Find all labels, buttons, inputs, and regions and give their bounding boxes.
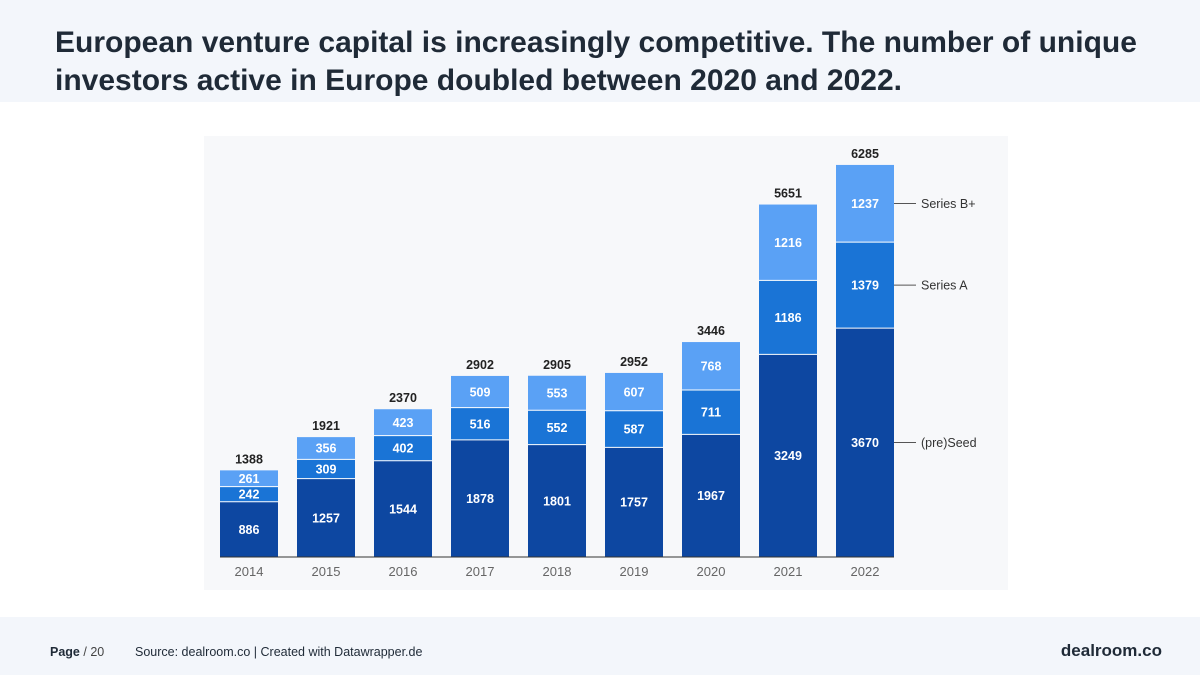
bar-series-b-2021 [759, 204, 817, 281]
total-label-2019: 2952 [620, 355, 648, 369]
value-label-series-b-2015: 356 [316, 442, 337, 456]
x-tick-label-2015: 2015 [312, 564, 341, 579]
bar-pre-seed-2022 [836, 328, 894, 557]
bar-pre-seed-2017 [451, 439, 509, 557]
bar-series-a-2014 [220, 486, 278, 502]
bar-pre-seed-2020 [682, 434, 740, 557]
legend-label-series-b: Series B+ [921, 197, 976, 211]
total-label-2015: 1921 [312, 419, 340, 433]
page-title: European venture capital is increasingly… [55, 26, 1137, 97]
header-band [0, 0, 1200, 102]
value-label-pre-seed-2016: 1544 [389, 502, 417, 516]
x-tick-label-2021: 2021 [774, 564, 803, 579]
bar-series-a-2016 [374, 435, 432, 461]
legend-label-series-a: Series A [921, 279, 968, 293]
total-label-2014: 1388 [235, 452, 263, 466]
value-label-series-b-2018: 553 [547, 386, 568, 400]
bar-series-b-2019 [605, 372, 663, 411]
bar-pre-seed-2018 [528, 444, 586, 557]
x-tick-label-2019: 2019 [620, 564, 649, 579]
value-label-pre-seed-2019: 1757 [620, 496, 648, 510]
value-label-series-a-2018: 552 [547, 421, 568, 435]
value-label-series-b-2016: 423 [393, 416, 414, 430]
bar-series-b-2022 [836, 164, 894, 243]
stacked-bar-chart: 886 242 261 1388 2014 1257 309 356 1921 2015 1544 4… [220, 147, 977, 579]
bar-series-a-2018 [528, 410, 586, 445]
value-label-series-b-2020: 768 [701, 360, 722, 374]
total-label-2017: 2902 [466, 358, 494, 372]
value-label-series-a-2021: 1186 [774, 311, 801, 325]
value-label-series-b-2019: 607 [624, 385, 645, 399]
value-label-series-b-2014: 261 [239, 472, 260, 486]
page-label: Page [50, 645, 80, 659]
value-label-series-b-2021: 1216 [774, 236, 802, 250]
x-tick-label-2018: 2018 [543, 564, 572, 579]
value-label-pre-seed-2020: 1967 [697, 489, 725, 503]
bar-series-a-2021 [759, 280, 817, 355]
x-tick-label-2014: 2014 [235, 564, 264, 579]
bar-pre-seed-2021 [759, 354, 817, 557]
total-label-2020: 3446 [697, 324, 725, 338]
bar-series-a-2019 [605, 410, 663, 448]
bar-series-a-2017 [451, 407, 509, 440]
x-tick-label-2016: 2016 [389, 564, 418, 579]
value-label-series-a-2014: 242 [239, 488, 260, 502]
value-label-series-a-2020: 711 [701, 406, 721, 420]
page-number: / 20 [83, 645, 105, 659]
x-tick-label-2020: 2020 [697, 564, 726, 579]
value-label-series-b-2022: 1237 [851, 197, 879, 211]
total-label-2022: 6285 [851, 147, 879, 161]
chart-panel: 886 242 261 1388 2014 1257 309 356 1921 2015 1544 4… [204, 136, 1008, 590]
bar-pre-seed-2014 [220, 501, 278, 557]
value-label-pre-seed-2018: 1801 [543, 494, 571, 508]
value-label-pre-seed-2021: 3249 [774, 449, 802, 463]
total-label-2018: 2905 [543, 358, 571, 372]
value-label-series-b-2017: 509 [470, 385, 491, 399]
value-label-pre-seed-2017: 1878 [466, 492, 494, 506]
footer: Page / 20 Source: dealroom.co | Created … [0, 617, 1200, 675]
bar-pre-seed-2015 [297, 478, 355, 557]
value-label-series-a-2022: 1379 [851, 279, 879, 293]
bar-series-b-2014 [220, 470, 278, 487]
bar-pre-seed-2016 [374, 460, 432, 557]
value-label-series-a-2017: 516 [470, 417, 491, 431]
bar-series-a-2020 [682, 389, 740, 435]
value-label-series-a-2016: 402 [393, 442, 414, 456]
bar-series-b-2015 [297, 437, 355, 460]
bar-pre-seed-2019 [605, 447, 663, 557]
value-label-pre-seed-2022: 3670 [851, 436, 879, 450]
bar-series-b-2016 [374, 409, 432, 436]
value-label-series-a-2019: 587 [624, 423, 645, 437]
value-label-pre-seed-2015: 1257 [312, 511, 340, 525]
source-note: Source: dealroom.co | Created with Dataw… [135, 645, 423, 659]
value-label-pre-seed-2014: 886 [239, 523, 260, 537]
total-label-2016: 2370 [389, 391, 417, 405]
x-tick-label-2017: 2017 [466, 564, 495, 579]
brand-logo-text: dealroom.co [1060, 641, 1162, 660]
total-label-2021: 5651 [774, 187, 802, 201]
bar-series-b-2020 [682, 342, 740, 390]
value-label-series-a-2015: 309 [316, 462, 337, 476]
bar-series-a-2015 [297, 459, 355, 479]
x-tick-label-2022: 2022 [851, 564, 880, 579]
legend-label-pre-seed: (pre)Seed [921, 436, 977, 450]
page-indicator: Page / 20 [50, 645, 104, 659]
bar-series-b-2017 [451, 375, 509, 408]
bar-series-a-2022 [836, 242, 894, 329]
bar-series-b-2018 [528, 375, 586, 411]
